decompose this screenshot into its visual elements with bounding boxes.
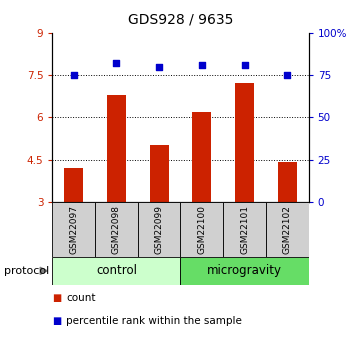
Bar <box>266 202 309 257</box>
Text: GSM22098: GSM22098 <box>112 205 121 254</box>
Bar <box>192 112 212 202</box>
Text: GSM22099: GSM22099 <box>155 205 164 254</box>
Bar <box>180 257 309 285</box>
Bar <box>64 168 83 202</box>
Bar <box>52 257 180 285</box>
Text: microgravity: microgravity <box>207 264 282 277</box>
Bar <box>180 202 223 257</box>
Text: GDS928 / 9635: GDS928 / 9635 <box>128 12 233 26</box>
Text: control: control <box>96 264 137 277</box>
Bar <box>52 202 95 257</box>
Text: GSM22102: GSM22102 <box>283 205 292 254</box>
Point <box>71 72 77 78</box>
Text: count: count <box>66 294 96 303</box>
Bar <box>235 83 254 202</box>
Point <box>113 60 119 66</box>
Text: GSM22101: GSM22101 <box>240 205 249 254</box>
Bar <box>278 162 297 202</box>
Text: protocol: protocol <box>4 266 49 276</box>
Point <box>284 72 290 78</box>
Text: ■: ■ <box>52 316 62 326</box>
Text: percentile rank within the sample: percentile rank within the sample <box>66 316 242 326</box>
Text: GSM22100: GSM22100 <box>197 205 206 254</box>
Bar <box>107 95 126 202</box>
Point <box>199 62 205 68</box>
Text: GSM22097: GSM22097 <box>69 205 78 254</box>
Text: ■: ■ <box>52 294 62 303</box>
Point <box>242 62 247 68</box>
Bar <box>138 202 180 257</box>
Bar <box>223 202 266 257</box>
Point <box>156 64 162 69</box>
Bar <box>149 146 169 202</box>
Bar <box>95 202 138 257</box>
